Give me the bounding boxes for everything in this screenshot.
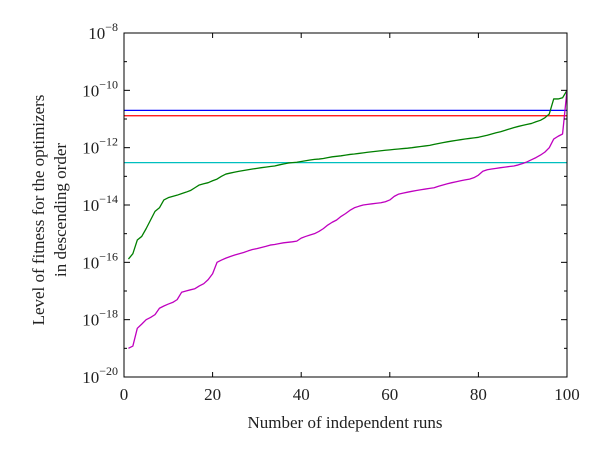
- y-tick-label: 10−12: [82, 135, 118, 158]
- x-tick-label: 0: [120, 385, 129, 404]
- x-axis-label: Number of independent runs: [248, 413, 443, 432]
- x-tick-label: 80: [470, 385, 487, 404]
- y-tick-label: 10−16: [82, 249, 118, 272]
- axes-frame: [123, 32, 568, 378]
- x-tick-label: 40: [293, 385, 310, 404]
- series-line-5: [128, 90, 567, 349]
- x-tick-label: 20: [204, 385, 221, 404]
- y-tick-label: 10−8: [88, 20, 118, 43]
- x-tick-label: 60: [381, 385, 398, 404]
- y-axis-label-line-1: Level of fitness for the optimizers: [29, 95, 48, 326]
- y-tick-label: 10−20: [82, 364, 118, 387]
- y-axis-label: Level of fitness for the optimizers in d…: [29, 95, 70, 326]
- y-axis-label-line-2: in descending order: [51, 143, 70, 277]
- x-tick-label: 100: [554, 385, 580, 404]
- series-group: [124, 89, 567, 349]
- y-tick-label: 10−10: [82, 77, 118, 100]
- y-tick-label: 10−14: [82, 192, 118, 215]
- y-tick-label: 10−18: [82, 307, 118, 330]
- series-line-4: [127, 89, 567, 260]
- plot-area: 0 20 40 60 80 100 10−20 10−18 10−16 10−14 10−12 10−…: [82, 20, 580, 404]
